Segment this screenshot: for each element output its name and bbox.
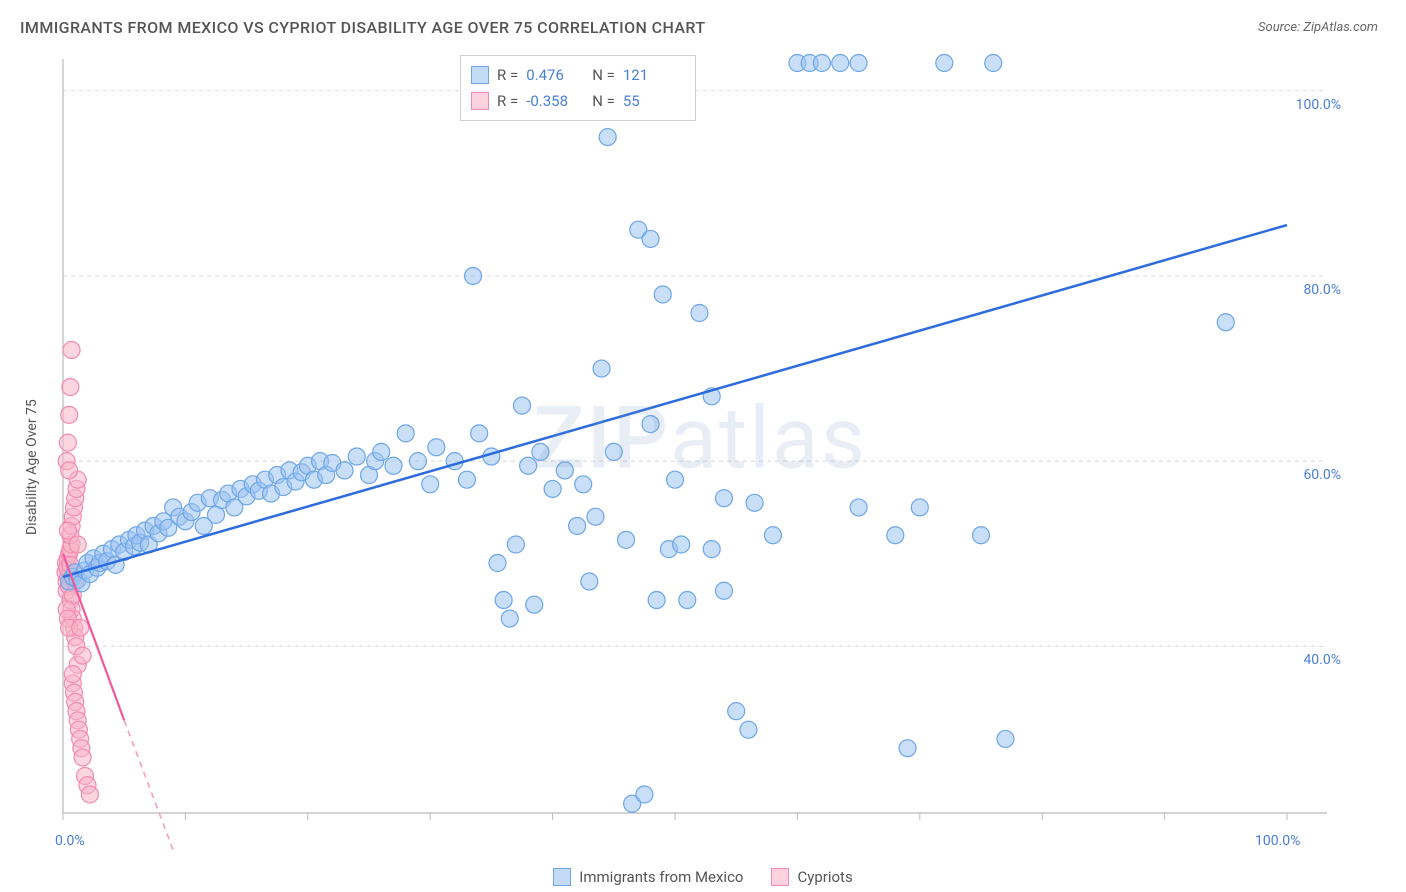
- legend-swatch-pink: [771, 868, 789, 886]
- data-point-blue: [373, 443, 390, 460]
- data-point-blue: [654, 286, 671, 303]
- data-point-blue: [520, 457, 537, 474]
- legend-swatch-pink: [471, 92, 489, 110]
- data-point-blue: [575, 476, 592, 493]
- bottom-legend-item: Cypriots: [771, 868, 852, 886]
- data-point-blue: [973, 527, 990, 544]
- data-point-blue: [673, 536, 690, 553]
- y-tick-label: 100.0%: [1296, 97, 1341, 113]
- data-point-blue: [642, 416, 659, 433]
- data-point-blue: [636, 786, 653, 803]
- data-point-pink: [62, 379, 79, 396]
- data-point-blue: [336, 462, 353, 479]
- data-point-pink: [69, 536, 86, 553]
- data-point-blue: [679, 592, 696, 609]
- data-point-pink: [81, 786, 98, 803]
- y-tick-label: 60.0%: [1303, 467, 1341, 483]
- data-point-blue: [428, 439, 445, 456]
- data-point-blue: [715, 582, 732, 599]
- data-point-blue: [599, 129, 616, 146]
- y-axis-label: Disability Age Over 75: [24, 399, 40, 535]
- legend-stats-row: R = -0.358N = 55: [471, 88, 681, 114]
- data-point-pink: [61, 406, 78, 423]
- data-point-blue: [581, 573, 598, 590]
- plot-area: ZIPatlas 40.0%60.0%80.0%100.0% 0.0%100.0…: [55, 55, 1345, 830]
- data-point-blue: [495, 592, 512, 609]
- data-point-blue: [409, 453, 426, 470]
- legend-swatch-blue: [553, 868, 571, 886]
- bottom-legend: Immigrants from Mexico Cypriots: [0, 868, 1406, 886]
- data-point-blue: [740, 721, 757, 738]
- data-point-blue: [728, 703, 745, 720]
- data-point-blue: [526, 596, 543, 613]
- data-point-blue: [458, 471, 475, 488]
- data-point-pink: [59, 434, 76, 451]
- data-point-blue: [385, 457, 402, 474]
- y-tick-label: 40.0%: [1303, 652, 1341, 668]
- data-point-pink: [74, 749, 91, 766]
- data-point-blue: [593, 360, 610, 377]
- data-point-blue: [746, 494, 763, 511]
- data-point-blue: [618, 531, 635, 548]
- chart-title: IMMIGRANTS FROM MEXICO VS CYPRIOT DISABI…: [20, 18, 706, 37]
- data-point-blue: [703, 541, 720, 558]
- data-point-blue: [422, 476, 439, 493]
- data-point-blue: [691, 305, 708, 322]
- data-point-blue: [471, 425, 488, 442]
- data-point-pink: [61, 462, 78, 479]
- data-point-blue: [764, 527, 781, 544]
- data-point-blue: [501, 610, 518, 627]
- data-point-blue: [544, 480, 561, 497]
- data-point-blue: [887, 527, 904, 544]
- data-point-pink: [74, 647, 91, 664]
- legend-stats-row: R = 0.476N = 121: [471, 62, 681, 88]
- data-point-blue: [569, 517, 586, 534]
- data-point-blue: [507, 536, 524, 553]
- data-point-blue: [489, 555, 506, 572]
- data-point-blue: [348, 448, 365, 465]
- data-point-pink: [63, 342, 80, 359]
- data-point-blue: [813, 55, 830, 72]
- data-point-blue: [397, 425, 414, 442]
- data-point-blue: [532, 443, 549, 460]
- trend-line-blue: [63, 225, 1287, 577]
- chart-source: Source: ZipAtlas.com: [1258, 20, 1378, 35]
- data-point-blue: [850, 55, 867, 72]
- legend-swatch-blue: [471, 66, 489, 84]
- data-point-blue: [465, 267, 482, 284]
- bottom-legend-item: Immigrants from Mexico: [553, 868, 743, 886]
- data-point-blue: [605, 443, 622, 460]
- bottom-legend-label: Cypriots: [797, 868, 852, 886]
- data-point-blue: [985, 55, 1002, 72]
- x-tick-label: 100.0%: [1255, 833, 1300, 849]
- x-tick-label: 0.0%: [55, 833, 85, 849]
- scatter-svg: [55, 55, 1345, 830]
- data-point-blue: [667, 471, 684, 488]
- data-point-blue: [648, 592, 665, 609]
- bottom-legend-label: Immigrants from Mexico: [579, 868, 743, 886]
- y-tick-label: 80.0%: [1303, 282, 1341, 298]
- data-point-blue: [936, 55, 953, 72]
- data-point-pink: [72, 619, 89, 636]
- data-point-blue: [715, 490, 732, 507]
- trend-line-pink-dash: [124, 720, 173, 850]
- data-point-blue: [587, 508, 604, 525]
- data-point-pink: [64, 666, 81, 683]
- legend-stats-box: R = 0.476N = 121R = -0.358N = 55: [460, 55, 696, 121]
- data-point-blue: [997, 730, 1014, 747]
- data-point-blue: [832, 55, 849, 72]
- data-point-blue: [1217, 314, 1234, 331]
- data-point-blue: [514, 397, 531, 414]
- data-point-blue: [642, 230, 659, 247]
- data-point-blue: [850, 499, 867, 516]
- data-point-blue: [899, 740, 916, 757]
- data-point-blue: [556, 462, 573, 479]
- data-point-blue: [911, 499, 928, 516]
